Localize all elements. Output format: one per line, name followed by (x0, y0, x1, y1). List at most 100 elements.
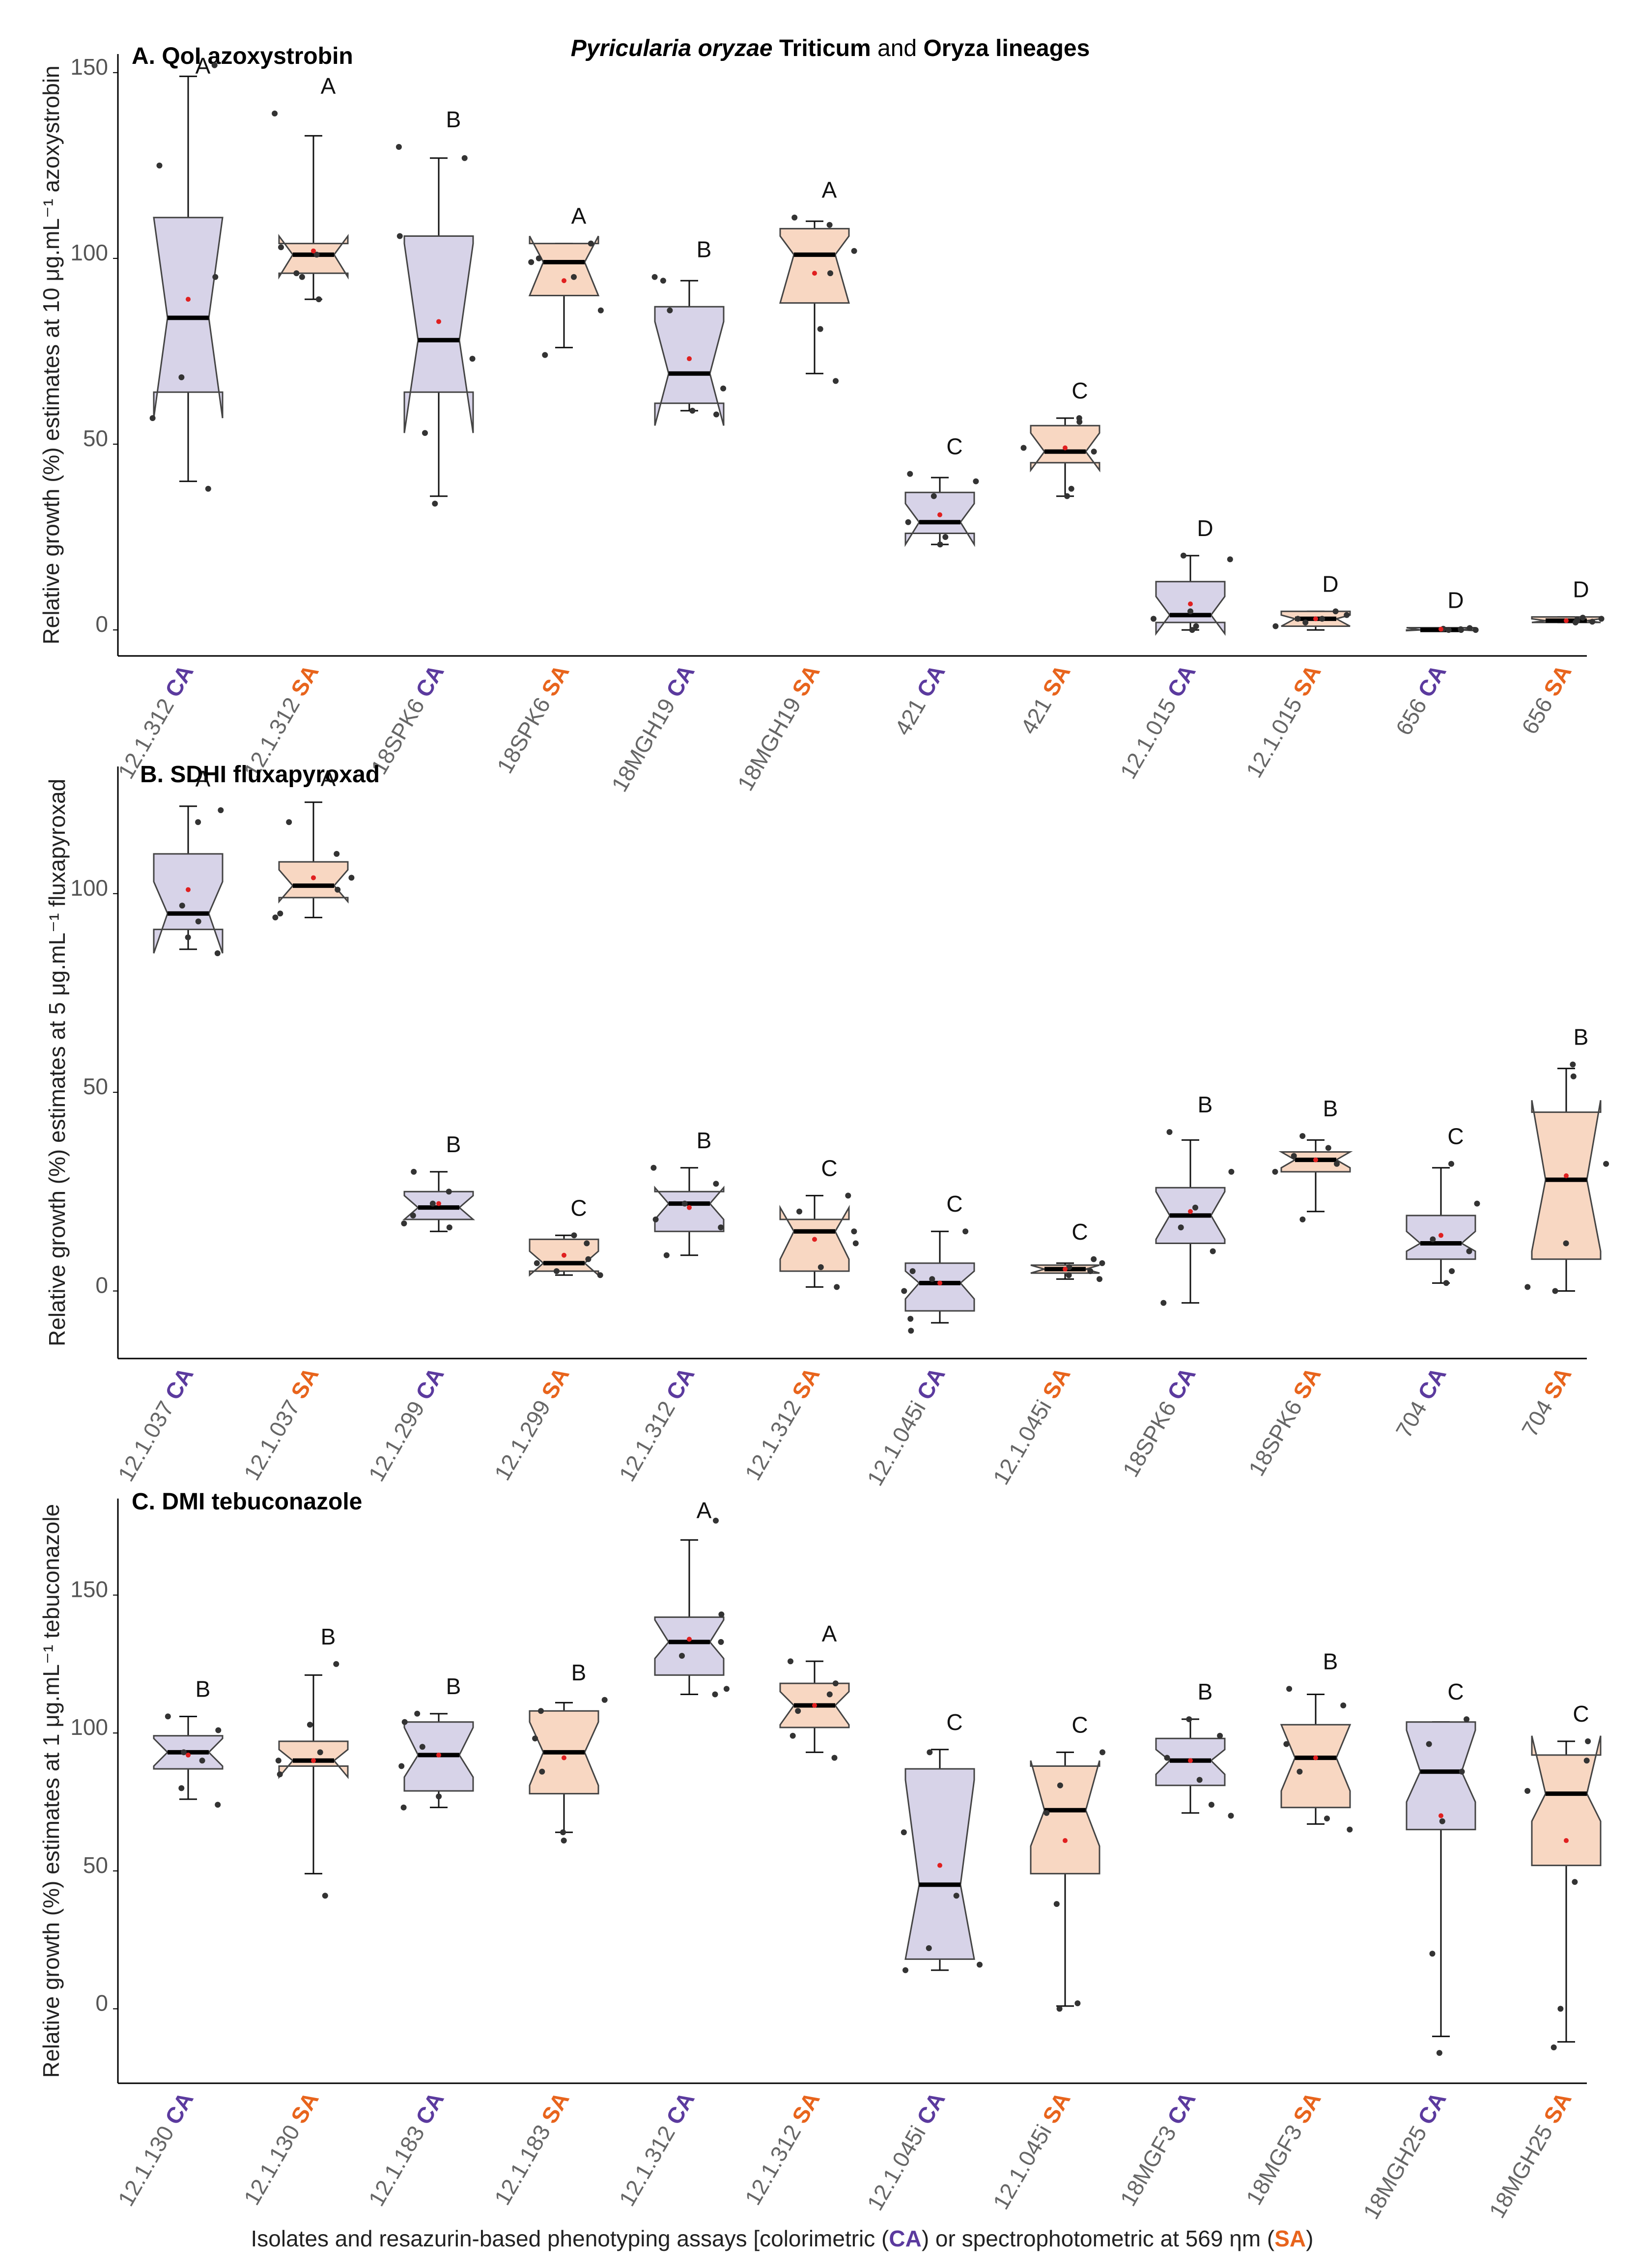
box-group: B (275, 1624, 349, 1899)
isolate-name: 18SPK6 (1243, 1390, 1310, 1480)
data-point (1598, 616, 1605, 622)
data-point (833, 378, 839, 384)
data-point (962, 1228, 969, 1235)
x-tick-label: 12.1.183 SA (489, 2088, 574, 2209)
significance-letter: B (697, 1128, 712, 1153)
data-point (1430, 1236, 1436, 1243)
box-ca (1406, 1721, 1476, 1831)
x-tick-label: 12.1.130 CA (113, 2088, 198, 2211)
data-point (293, 270, 300, 277)
significance-letter: B (1198, 1092, 1213, 1117)
significance-letter: A (822, 177, 837, 203)
data-point (689, 407, 696, 414)
x-tick-label: 421 CA (890, 660, 950, 739)
data-point (937, 541, 943, 548)
significance-letter: D (1447, 588, 1464, 613)
data-point (446, 1189, 452, 1195)
data-point (1429, 1951, 1436, 1957)
significance-letter: B (446, 107, 461, 132)
data-point (1426, 1741, 1432, 1747)
mean-point (186, 297, 191, 302)
significance-letter: B (446, 1132, 461, 1157)
data-point (597, 1272, 603, 1278)
mean-point (1564, 1173, 1569, 1178)
data-point (1583, 1758, 1590, 1764)
isolate-name: 12.1.130 (239, 2115, 308, 2209)
data-point (436, 1793, 442, 1800)
data-point (1192, 1204, 1198, 1211)
data-point (795, 1708, 801, 1714)
footer-ca: CA (889, 2226, 921, 2251)
data-point (1020, 445, 1027, 451)
data-point (446, 1224, 452, 1231)
mean-point (1063, 1267, 1068, 1272)
box-sa (1531, 1735, 1602, 1867)
x-tick-label: 18MGH19 CA (606, 660, 699, 796)
significance-letter: D (1197, 515, 1213, 541)
box-group: A (779, 1621, 850, 1761)
data-point (411, 1168, 417, 1175)
data-point (1585, 1738, 1591, 1744)
data-point (1319, 616, 1325, 622)
data-point (927, 1749, 933, 1756)
data-point (1344, 612, 1350, 618)
data-point (1151, 616, 1156, 622)
box-sa (1030, 1760, 1100, 1874)
box-group: B (1272, 1096, 1353, 1222)
mean-point (562, 278, 566, 284)
data-point (851, 248, 857, 254)
significance-letter: C (946, 1709, 962, 1735)
significance-letter: B (1323, 1096, 1338, 1121)
data-point (818, 1264, 824, 1270)
data-point (185, 934, 191, 940)
mean-point (1438, 1233, 1443, 1238)
data-point (429, 1200, 436, 1207)
mean-point (1313, 1157, 1318, 1162)
data-point (718, 1639, 724, 1645)
box-ca (904, 1262, 975, 1312)
data-point (215, 1802, 221, 1808)
data-point (348, 875, 355, 881)
data-point (901, 1829, 907, 1836)
data-point (1324, 1815, 1330, 1822)
panel-title: B. SDHI fluxapyroxad (140, 762, 380, 788)
mean-point (687, 1637, 692, 1642)
significance-letter: A (321, 73, 336, 99)
y-tick-label: 0 (95, 1273, 108, 1298)
mean-point (1063, 1838, 1068, 1843)
data-point (1445, 627, 1452, 633)
significance-letter: C (821, 1155, 837, 1181)
data-point (469, 356, 476, 362)
data-point (831, 1755, 838, 1761)
box-group: B (398, 1673, 474, 1811)
data-point (817, 326, 823, 332)
data-point (681, 1200, 688, 1207)
figure-title: Pyricularia oryzae Triticum and Oryza li… (571, 35, 1090, 61)
isolate-name: 12.1.312 (740, 1390, 809, 1484)
mean-point (812, 1702, 817, 1708)
data-point (532, 1735, 538, 1742)
y-tick-label: 50 (83, 1074, 108, 1099)
mean-point (687, 1205, 692, 1210)
box-group: B (529, 1660, 608, 1843)
data-point (317, 1749, 323, 1756)
data-point (178, 374, 185, 380)
mean-point (1438, 626, 1443, 632)
x-tick-label: 12.1.312 SA (740, 1363, 825, 1484)
x-tick-label: 12.1.312 CA (614, 1363, 699, 1486)
data-point (1178, 1224, 1184, 1231)
data-point (1332, 608, 1339, 615)
y-tick-label: 100 (70, 875, 108, 901)
isolate-name: 18SPK6 (492, 687, 559, 777)
data-point (199, 1758, 205, 1764)
isolate-name: 18MGH19 (606, 689, 683, 796)
data-point (205, 485, 211, 492)
mean-point (937, 1863, 942, 1868)
x-tick-label: 12.1.045i SA (988, 1363, 1075, 1489)
box-ca (904, 491, 975, 547)
significance-letter: C (1071, 1712, 1088, 1737)
box-group: D (1272, 571, 1351, 631)
data-point (1295, 616, 1301, 622)
box-group: C (779, 1155, 859, 1290)
data-point (1550, 2044, 1557, 2050)
